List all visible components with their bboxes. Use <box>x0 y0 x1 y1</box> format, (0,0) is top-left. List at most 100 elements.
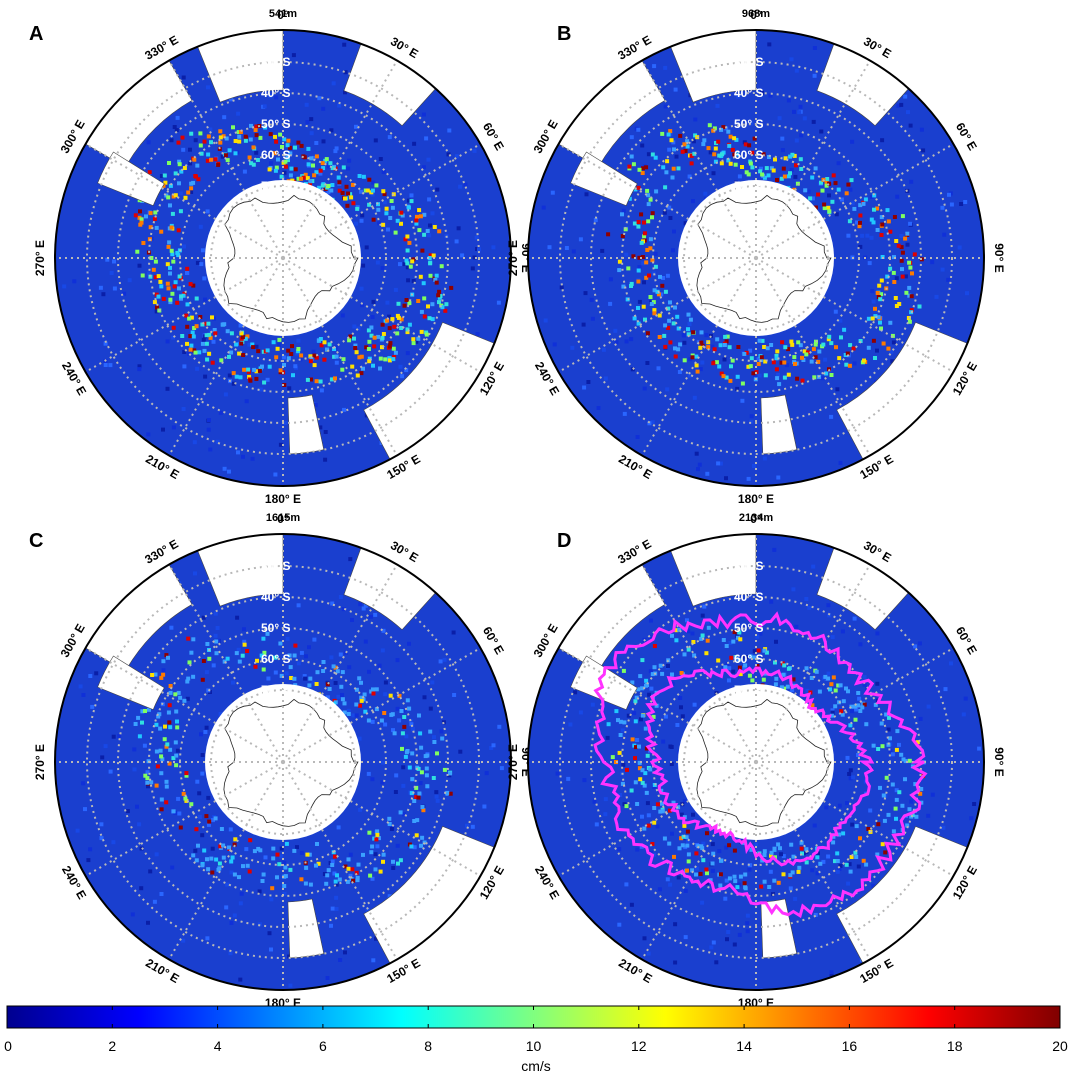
speed-cell <box>840 629 845 634</box>
speed-cell <box>341 357 346 362</box>
speed-cell <box>653 251 658 256</box>
speed-cell <box>769 599 774 604</box>
latitude-label: 60° S <box>734 148 763 162</box>
speed-cell <box>853 717 858 722</box>
speed-cell <box>170 291 175 296</box>
speed-cell <box>648 237 653 242</box>
speed-cell <box>405 248 410 253</box>
speed-cell <box>829 178 834 183</box>
speed-cell <box>703 191 708 196</box>
speed-cell <box>232 913 237 918</box>
speed-cell <box>430 317 435 322</box>
latitude-label: 40° S <box>734 86 763 100</box>
speed-cell <box>402 303 407 308</box>
speed-cell <box>475 332 480 337</box>
speed-cell <box>620 212 624 217</box>
speed-cell <box>618 793 623 797</box>
speed-cell <box>790 870 795 875</box>
speed-cell <box>207 332 212 337</box>
speed-cell <box>350 182 355 187</box>
speed-cell <box>795 376 800 381</box>
speed-cell <box>691 199 695 204</box>
speed-cell <box>288 665 293 670</box>
speed-cell <box>900 250 905 255</box>
speed-cell <box>728 134 733 139</box>
speed-cell <box>747 867 752 872</box>
speed-cell <box>682 340 687 345</box>
speed-cell <box>333 681 338 685</box>
speed-cell <box>88 674 93 678</box>
speed-cell <box>821 342 826 347</box>
speed-cell <box>660 801 664 806</box>
speed-cell <box>845 755 850 760</box>
speed-cell <box>879 721 884 726</box>
speed-cell <box>470 824 475 829</box>
speed-cell <box>816 359 821 364</box>
speed-cell <box>813 912 818 917</box>
speed-cell <box>424 330 429 335</box>
colorbar-tick-label: 10 <box>526 1038 542 1054</box>
speed-cell <box>168 684 173 688</box>
speed-cell <box>386 227 390 232</box>
speed-cell <box>81 781 86 786</box>
speed-cell <box>850 709 855 714</box>
speed-cell <box>653 264 658 269</box>
speed-cell <box>663 323 668 328</box>
speed-cell <box>600 248 605 253</box>
speed-cell <box>402 262 407 267</box>
speed-cell <box>197 791 202 796</box>
speed-cell <box>430 211 435 216</box>
speed-cell <box>220 154 225 159</box>
speed-cell <box>279 846 284 851</box>
speed-cell <box>690 355 695 360</box>
speed-cell <box>365 907 370 912</box>
speed-cell <box>644 260 649 265</box>
speed-cell <box>279 673 284 678</box>
speed-cell <box>247 342 252 347</box>
speed-cell <box>424 136 429 141</box>
speed-cell <box>363 709 368 714</box>
speed-cell <box>876 822 881 827</box>
speed-cell <box>147 707 151 712</box>
speed-cell <box>621 284 626 289</box>
speed-cell <box>977 746 982 751</box>
speed-cell <box>289 676 294 680</box>
speed-cell <box>589 297 594 302</box>
speed-cell <box>860 233 865 238</box>
speed-cell <box>292 848 297 853</box>
speed-cell <box>651 714 656 719</box>
speed-cell <box>876 295 881 299</box>
speed-cell <box>829 972 834 977</box>
latitude-label: 40° S <box>734 590 763 604</box>
speed-cell <box>414 795 419 800</box>
speed-cell <box>640 713 645 718</box>
speed-cell <box>164 744 169 749</box>
speed-cell <box>218 129 223 134</box>
meridian-line <box>85 761 284 877</box>
speed-cell <box>852 616 857 621</box>
speed-cell <box>751 371 756 376</box>
speed-cell <box>202 848 207 853</box>
speed-cell <box>818 861 823 866</box>
speed-cell <box>294 351 299 356</box>
speed-cell <box>906 110 910 115</box>
speed-cell <box>773 682 778 687</box>
speed-cell <box>779 360 784 365</box>
speed-cell <box>701 858 706 863</box>
speed-cell <box>352 324 357 329</box>
speed-cell <box>620 234 625 239</box>
speed-cell <box>393 230 398 235</box>
meridian-line <box>168 257 284 456</box>
speed-cell <box>305 176 310 181</box>
speed-cell <box>340 697 345 702</box>
speed-cell <box>355 875 360 880</box>
meridian-line <box>168 60 284 259</box>
speed-cell <box>343 196 347 201</box>
speed-cell <box>940 267 945 272</box>
speed-cell <box>360 213 365 218</box>
speed-cell <box>330 859 335 864</box>
speed-cell <box>190 330 195 335</box>
speed-cell <box>780 148 785 153</box>
speed-cell <box>177 274 182 279</box>
speed-cell <box>747 673 752 678</box>
